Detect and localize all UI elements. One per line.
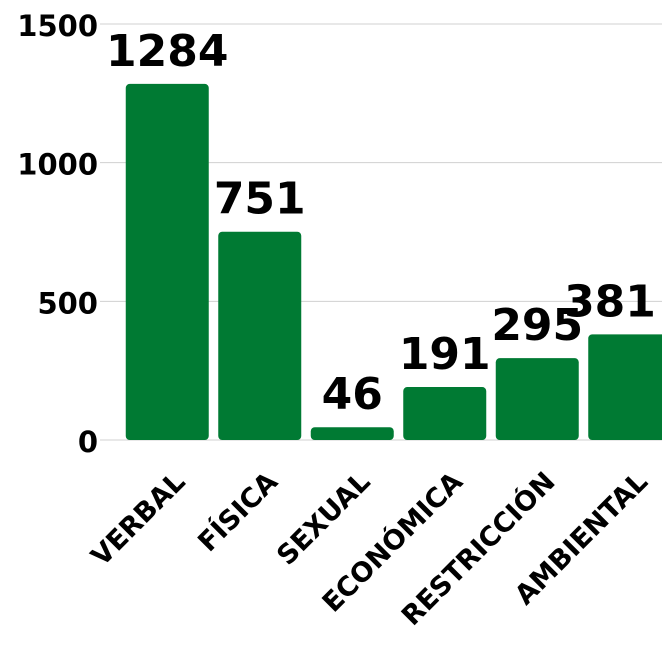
bar xyxy=(495,358,579,440)
bar xyxy=(125,83,209,441)
bar xyxy=(588,334,662,440)
x-tick-label: RESTRICCIÓN xyxy=(395,466,561,632)
value-label: 191 xyxy=(399,329,491,380)
y-tick-label: 500 xyxy=(37,286,98,320)
value-label: 1284 xyxy=(106,26,228,77)
bar xyxy=(403,387,487,440)
y-tick-label: 1000 xyxy=(17,148,98,182)
y-tick-label: 0 xyxy=(78,425,98,459)
x-tick-label: FÍSICA xyxy=(192,466,284,558)
value-label: 295 xyxy=(491,300,583,351)
bar xyxy=(218,231,302,440)
bar xyxy=(310,427,394,440)
y-tick-label: 1500 xyxy=(17,9,98,43)
value-label: 381 xyxy=(564,276,656,327)
value-label: 46 xyxy=(322,369,383,420)
x-tick-label: VERBAL xyxy=(86,466,192,572)
value-label: 751 xyxy=(214,174,306,225)
